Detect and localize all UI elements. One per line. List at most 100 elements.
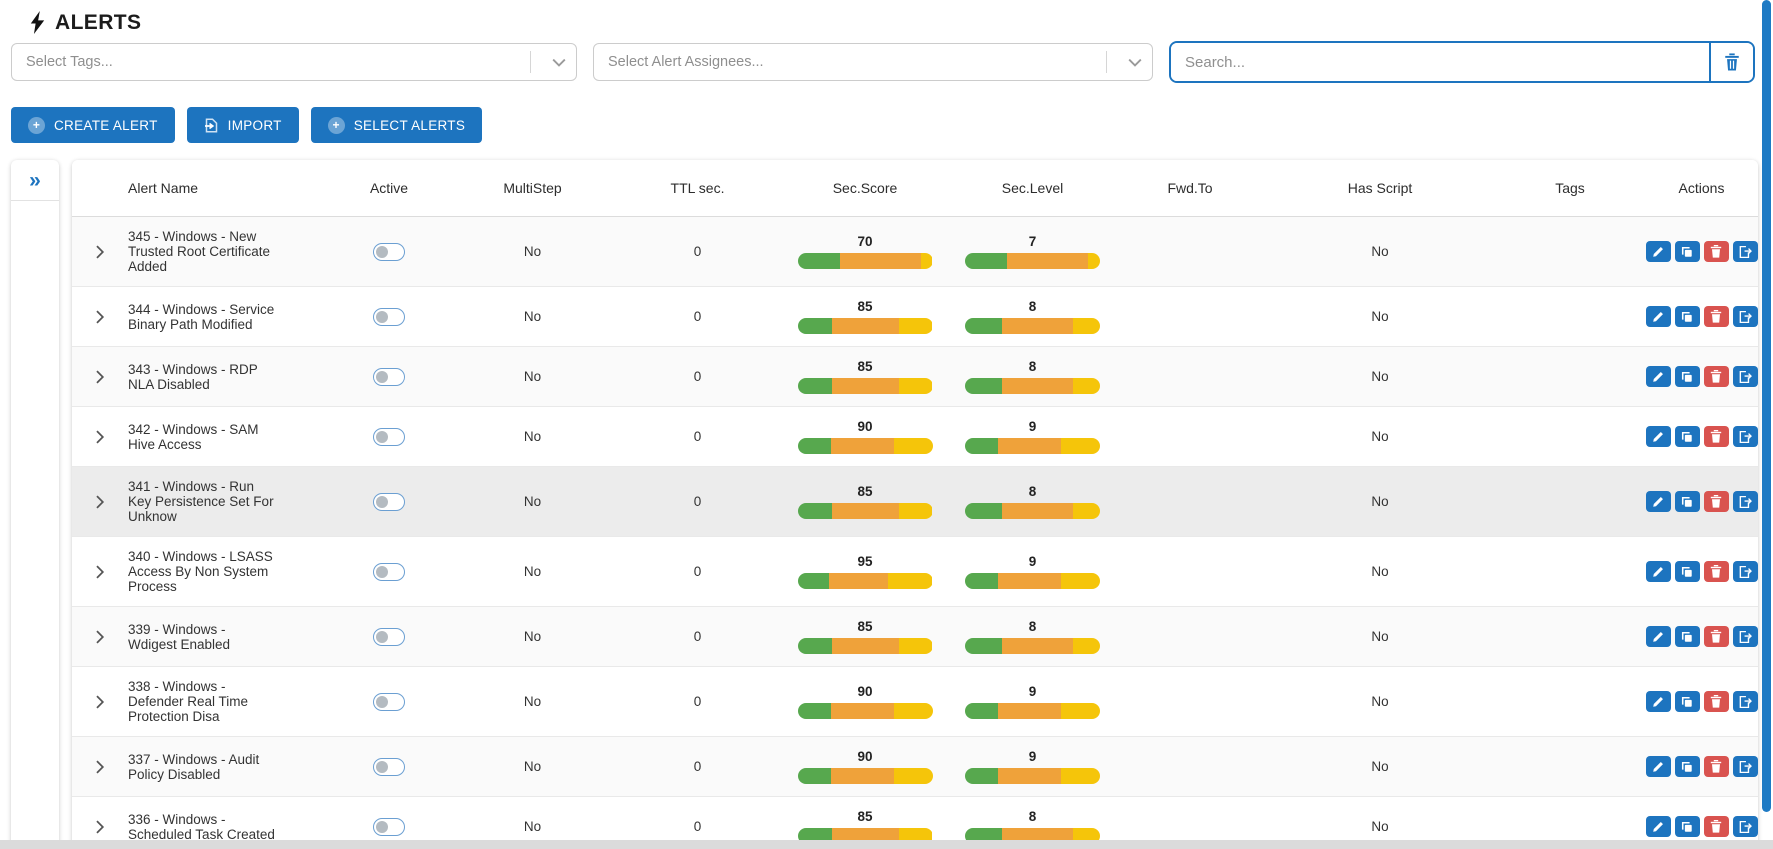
active-toggle[interactable] bbox=[373, 692, 405, 711]
clear-search-button[interactable] bbox=[1709, 43, 1753, 81]
toggle-knob bbox=[376, 310, 388, 323]
expand-row-button[interactable] bbox=[91, 306, 109, 328]
col-sec-score: Sec.Score bbox=[832, 180, 898, 196]
duplicate-alert-button[interactable] bbox=[1674, 306, 1700, 327]
delete-alert-button[interactable] bbox=[1703, 561, 1729, 582]
select-assignees-dropdown[interactable]: Select Alert Assignees... bbox=[593, 43, 1153, 81]
duplicate-alert-button[interactable] bbox=[1674, 756, 1700, 777]
duplicate-alert-button[interactable] bbox=[1674, 561, 1700, 582]
active-toggle[interactable] bbox=[373, 427, 405, 446]
alert-name: 336 - Windows - Scheduled Task Created bbox=[128, 811, 275, 842]
pencil-icon bbox=[1652, 431, 1664, 443]
copy-icon bbox=[1681, 696, 1693, 708]
duplicate-alert-button[interactable] bbox=[1674, 241, 1700, 262]
alert-name: 342 - Windows - SAM Hive Access bbox=[128, 421, 259, 452]
chevron-down-icon[interactable] bbox=[542, 58, 576, 67]
active-toggle[interactable] bbox=[373, 242, 405, 261]
active-toggle[interactable] bbox=[373, 757, 405, 776]
expand-row-button[interactable] bbox=[91, 426, 109, 448]
toggle-knob bbox=[376, 370, 388, 383]
create-alert-button[interactable]: + CREATE ALERT bbox=[11, 107, 175, 143]
table-row: 344 - Windows - Service Binary Path Modi… bbox=[72, 287, 1758, 347]
export-alert-button[interactable] bbox=[1732, 491, 1758, 512]
duplicate-alert-button[interactable] bbox=[1674, 426, 1700, 447]
delete-alert-button[interactable] bbox=[1703, 306, 1729, 327]
vertical-scrollbar[interactable] bbox=[1762, 0, 1771, 812]
has-script-value: No bbox=[1371, 694, 1389, 709]
export-alert-button[interactable] bbox=[1732, 241, 1758, 262]
active-toggle[interactable] bbox=[373, 817, 405, 836]
multistep-value: No bbox=[523, 694, 542, 709]
expand-row-button[interactable] bbox=[91, 691, 109, 713]
edit-alert-button[interactable] bbox=[1645, 561, 1671, 582]
import-button[interactable]: IMPORT bbox=[186, 107, 299, 143]
edit-alert-button[interactable] bbox=[1645, 426, 1671, 447]
export-icon bbox=[1739, 565, 1752, 578]
duplicate-alert-button[interactable] bbox=[1674, 491, 1700, 512]
expand-row-button[interactable] bbox=[91, 366, 109, 388]
edit-alert-button[interactable] bbox=[1645, 491, 1671, 512]
export-alert-button[interactable] bbox=[1732, 306, 1758, 327]
search-input[interactable] bbox=[1171, 43, 1709, 81]
edit-alert-button[interactable] bbox=[1645, 816, 1671, 837]
edit-alert-button[interactable] bbox=[1645, 756, 1671, 777]
delete-alert-button[interactable] bbox=[1703, 366, 1729, 387]
chevron-down-icon[interactable] bbox=[1118, 58, 1152, 67]
sec-level-value: 9 bbox=[1028, 749, 1037, 764]
ttl-value: 0 bbox=[693, 759, 702, 774]
toggle-knob bbox=[376, 820, 388, 833]
ttl-value: 0 bbox=[693, 819, 702, 834]
delete-alert-button[interactable] bbox=[1703, 241, 1729, 262]
delete-alert-button[interactable] bbox=[1703, 816, 1729, 837]
active-toggle[interactable] bbox=[373, 627, 405, 646]
edit-alert-button[interactable] bbox=[1645, 626, 1671, 647]
double-chevron-right-icon[interactable]: » bbox=[29, 169, 41, 192]
expand-row-button[interactable] bbox=[91, 756, 109, 778]
toggle-knob bbox=[376, 760, 388, 773]
export-alert-button[interactable] bbox=[1732, 366, 1758, 387]
multistep-value: No bbox=[523, 629, 542, 644]
export-alert-button[interactable] bbox=[1732, 426, 1758, 447]
table-row: 345 - Windows - New Trusted Root Certifi… bbox=[72, 217, 1758, 287]
pencil-icon bbox=[1652, 821, 1664, 833]
copy-icon bbox=[1681, 496, 1693, 508]
duplicate-alert-button[interactable] bbox=[1674, 626, 1700, 647]
edit-alert-button[interactable] bbox=[1645, 691, 1671, 712]
export-alert-button[interactable] bbox=[1732, 561, 1758, 582]
export-alert-button[interactable] bbox=[1732, 626, 1758, 647]
export-alert-button[interactable] bbox=[1732, 691, 1758, 712]
active-toggle[interactable] bbox=[373, 492, 405, 511]
edit-alert-button[interactable] bbox=[1645, 306, 1671, 327]
delete-alert-button[interactable] bbox=[1703, 426, 1729, 447]
expand-row-button[interactable] bbox=[91, 241, 109, 263]
delete-alert-button[interactable] bbox=[1703, 626, 1729, 647]
active-toggle[interactable] bbox=[373, 307, 405, 326]
active-toggle[interactable] bbox=[373, 562, 405, 581]
edit-alert-button[interactable] bbox=[1645, 241, 1671, 262]
duplicate-alert-button[interactable] bbox=[1674, 691, 1700, 712]
copy-icon bbox=[1681, 431, 1693, 443]
multistep-value: No bbox=[523, 369, 542, 384]
export-icon bbox=[1739, 310, 1752, 323]
sec-score-value: 90 bbox=[857, 749, 873, 764]
duplicate-alert-button[interactable] bbox=[1674, 816, 1700, 837]
edit-alert-button[interactable] bbox=[1645, 366, 1671, 387]
delete-alert-button[interactable] bbox=[1703, 756, 1729, 777]
multistep-value: No bbox=[523, 244, 542, 259]
expand-row-button[interactable] bbox=[91, 491, 109, 513]
expand-row-button[interactable] bbox=[91, 816, 109, 838]
select-tags-dropdown[interactable]: Select Tags... bbox=[11, 43, 577, 81]
delete-alert-button[interactable] bbox=[1703, 691, 1729, 712]
export-alert-button[interactable] bbox=[1732, 816, 1758, 837]
delete-alert-button[interactable] bbox=[1703, 491, 1729, 512]
export-alert-button[interactable] bbox=[1732, 756, 1758, 777]
expand-row-button[interactable] bbox=[91, 561, 109, 583]
copy-icon bbox=[1681, 821, 1693, 833]
select-alerts-button[interactable]: + SELECT ALERTS bbox=[310, 107, 483, 143]
expand-row-button[interactable] bbox=[91, 626, 109, 648]
table-row: 340 - Windows - LSASS Access By Non Syst… bbox=[72, 537, 1758, 607]
active-toggle[interactable] bbox=[373, 367, 405, 386]
duplicate-alert-button[interactable] bbox=[1674, 366, 1700, 387]
toolbar: + CREATE ALERT IMPORT + SELECT ALERTS bbox=[11, 107, 1773, 143]
select-tags-placeholder: Select Tags... bbox=[26, 54, 113, 70]
